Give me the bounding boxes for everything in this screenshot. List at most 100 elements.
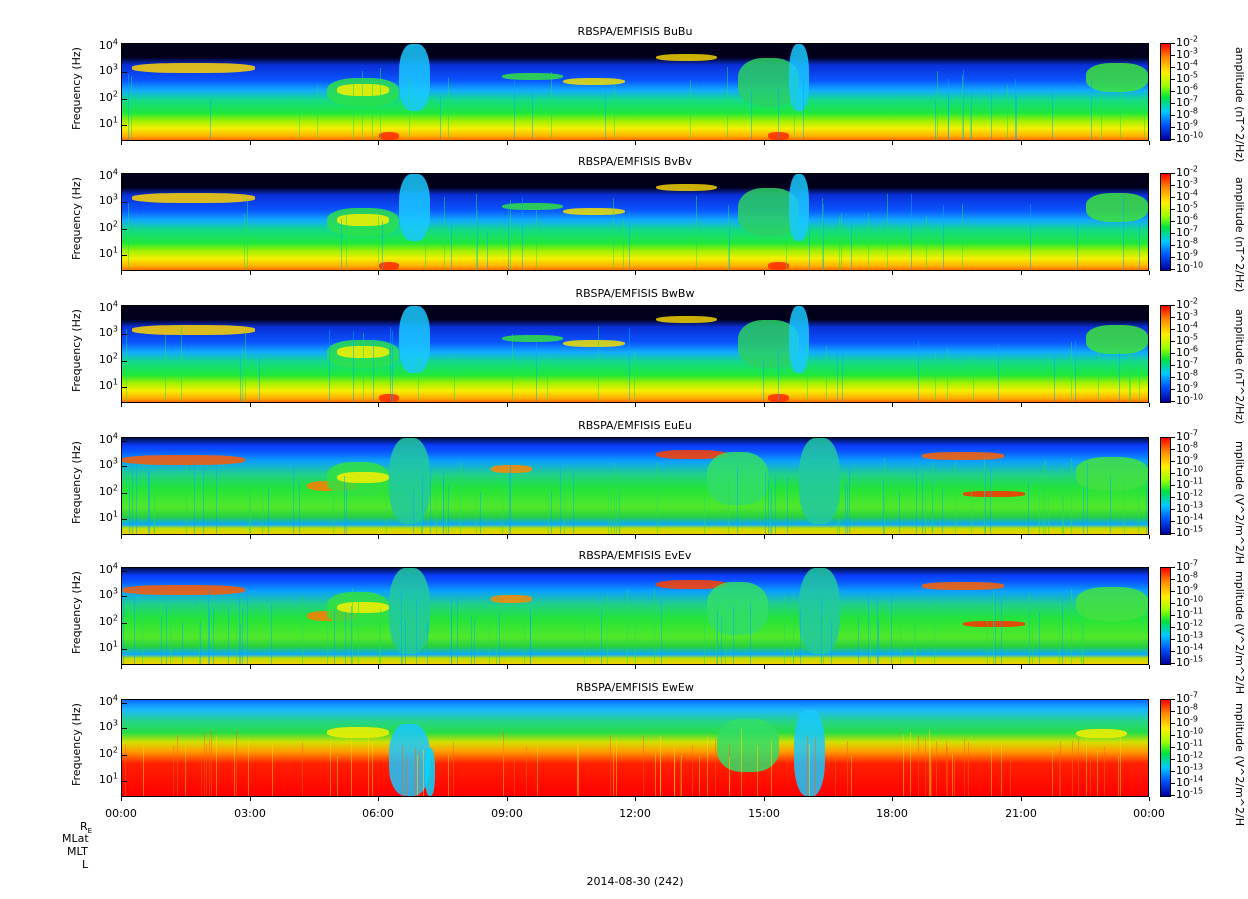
colorbar-tick-exponent: -2	[1190, 296, 1198, 306]
colorbar-tick-exponent: -15	[1190, 786, 1204, 796]
colorbar-tick-label: 10-10	[1176, 595, 1203, 609]
spectral-feature	[491, 464, 533, 473]
spectral-streak	[184, 747, 186, 796]
colorbar-tick-base: 10	[1176, 692, 1190, 705]
y-tick-mark	[121, 728, 127, 730]
colorbar-tick-mark	[1171, 269, 1175, 270]
spectral-streak	[868, 213, 870, 270]
spectral-streak	[1138, 491, 1140, 534]
y-tick-label: 101	[88, 772, 118, 786]
colorbar-tick-label: 10-12	[1176, 751, 1203, 765]
colorbar-tick-label: 10-8	[1176, 237, 1198, 251]
spectral-feature	[717, 719, 779, 772]
spectral-streak	[635, 613, 637, 664]
colorbar	[1160, 43, 1171, 141]
y-tick-exponent: 3	[112, 586, 118, 596]
spectral-feature	[337, 84, 389, 96]
spectral-streak	[186, 465, 188, 534]
spectral-streak	[1000, 741, 1002, 796]
spectral-streak	[618, 472, 620, 534]
spectral-streak	[451, 219, 453, 270]
spectral-streak	[246, 587, 248, 664]
spectral-streak	[1062, 590, 1064, 664]
spectral-feature	[788, 306, 810, 374]
spectral-feature	[922, 582, 1005, 591]
spectral-streak	[201, 755, 203, 796]
spectral-streak	[148, 469, 150, 534]
spectral-streak	[1039, 612, 1041, 664]
spectral-streak	[329, 329, 331, 402]
spectral-streak	[536, 342, 537, 402]
x-tick-mark	[764, 665, 765, 669]
colorbar-tick-mark	[1171, 699, 1175, 700]
spectral-streak	[563, 488, 565, 534]
spectral-streak	[210, 99, 212, 140]
spectral-streak	[838, 492, 840, 534]
spectral-streak	[728, 226, 730, 270]
spectral-streak	[537, 747, 539, 796]
spectral-streak	[357, 591, 359, 664]
spectral-streak	[918, 736, 920, 796]
colorbar-tick-base: 10	[1176, 584, 1190, 597]
spectral-streak	[945, 740, 947, 796]
colorbar-tick-base: 10	[1176, 620, 1190, 633]
spectral-streak	[572, 473, 574, 534]
spectral-streak	[495, 595, 497, 664]
spectral-streak	[181, 620, 183, 664]
spectral-streak	[301, 741, 303, 796]
colorbar-tick-exponent: -14	[1190, 512, 1204, 522]
spectral-streak	[401, 746, 403, 796]
spectral-streak	[707, 736, 709, 796]
spectral-streak	[1109, 475, 1111, 534]
spectral-streak	[212, 607, 214, 664]
y-tick-mark	[121, 360, 127, 362]
colorbar-tick-label: 10-6	[1176, 213, 1198, 227]
spectral-streak	[1120, 81, 1122, 140]
spectral-streak	[203, 467, 205, 534]
x-tick-mark	[1149, 535, 1150, 539]
colorbar-tick-mark	[1171, 521, 1175, 522]
y-tick-base: 10	[98, 38, 113, 52]
spectrogram-image	[121, 567, 1149, 665]
spectral-streak	[476, 484, 478, 534]
y-tick-label: 104	[88, 38, 118, 52]
spectral-streak	[681, 754, 683, 796]
spectral-streak	[728, 756, 730, 796]
y-tick-mark	[121, 46, 127, 48]
colorbar-tick-base: 10	[1176, 132, 1190, 145]
spectral-streak	[164, 334, 166, 402]
spectral-streak	[991, 747, 993, 796]
colorbar-tick-label: 10-7	[1176, 225, 1198, 239]
x-tick-mark	[764, 797, 765, 801]
spectral-streak	[143, 746, 145, 796]
spectral-feature	[655, 53, 718, 62]
spectral-streak	[551, 490, 553, 534]
y-tick-exponent: 3	[112, 62, 118, 72]
colorbar-tick-mark	[1171, 567, 1175, 568]
colorbar-tick-base: 10	[1176, 728, 1190, 741]
spectral-streak	[997, 344, 999, 402]
spectral-streak	[984, 457, 986, 534]
spectral-streak	[716, 603, 718, 664]
y-tick-exponent: 1	[112, 245, 118, 255]
spectral-streak	[416, 755, 418, 796]
y-tick-base: 10	[98, 326, 113, 340]
colorbar-tick-mark	[1171, 795, 1175, 796]
spectral-streak	[535, 208, 537, 270]
x-tick-mark	[378, 403, 379, 407]
spectral-streak	[699, 754, 701, 796]
spectral-streak	[404, 619, 406, 664]
spectral-streak	[987, 602, 989, 664]
spectral-streak	[385, 493, 387, 534]
spectral-streak	[924, 739, 926, 796]
spectrogram-image	[121, 43, 1149, 141]
spectral-streak	[962, 204, 964, 270]
y-tick-base: 10	[98, 562, 113, 576]
y-tick-label: 103	[88, 62, 118, 77]
y-tick-exponent: 1	[112, 115, 118, 125]
spectral-streak	[757, 745, 759, 796]
x-tick-mark	[635, 271, 636, 275]
spectral-streak	[808, 227, 810, 270]
colorbar-tick-label: 10-7	[1176, 95, 1198, 109]
spectral-streak	[1006, 85, 1008, 140]
